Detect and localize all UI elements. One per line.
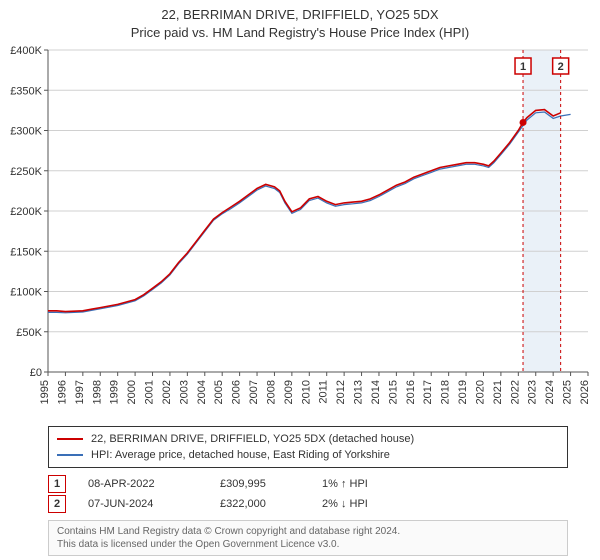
marker-row-delta: 2% ↓ HPI <box>322 498 402 510</box>
x-tick-label: 2025 <box>562 380 574 404</box>
footer-line-2: This data is licensed under the Open Gov… <box>57 538 559 551</box>
marker-row: 2 07-JUN-2024 £322,000 2% ↓ HPI <box>48 494 568 514</box>
marker-row-date: 08-APR-2022 <box>88 478 198 490</box>
legend-row: 22, BERRIMAN DRIVE, DRIFFIELD, YO25 5DX … <box>57 431 559 447</box>
x-tick-label: 1995 <box>39 380 51 404</box>
marker-row-price: £322,000 <box>220 498 300 510</box>
x-tick-label: 2012 <box>335 380 347 404</box>
marker-row: 1 08-APR-2022 £309,995 1% ↑ HPI <box>48 474 568 494</box>
legend-swatch <box>57 454 83 456</box>
x-tick-label: 2006 <box>231 380 243 404</box>
y-tick-label: £200K <box>10 206 42 218</box>
x-tick-label: 2003 <box>178 380 190 404</box>
marker-row-badge: 2 <box>48 495 66 513</box>
y-tick-label: £250K <box>10 166 42 178</box>
svg-text:1: 1 <box>520 61 526 73</box>
title-line-2: Price paid vs. HM Land Registry's House … <box>0 24 600 42</box>
x-tick-label: 2009 <box>283 380 295 404</box>
footer-line-1: Contains HM Land Registry data © Crown c… <box>57 525 559 538</box>
legend-swatch <box>57 438 83 440</box>
x-tick-label: 1999 <box>109 380 121 404</box>
x-tick-label: 2019 <box>457 380 469 404</box>
x-tick-label: 2023 <box>527 380 539 404</box>
x-tick-label: 2021 <box>492 380 504 404</box>
chart-svg: £0 £50K £100K £150K £200K £250K £300K £350K £400… <box>0 42 600 422</box>
x-tick-label: 2016 <box>405 380 417 404</box>
legend-box: 22, BERRIMAN DRIVE, DRIFFIELD, YO25 5DX … <box>48 426 568 468</box>
legend-label: 22, BERRIMAN DRIVE, DRIFFIELD, YO25 5DX … <box>91 433 414 445</box>
x-tick-label: 2004 <box>196 380 208 404</box>
chart-container: 22, BERRIMAN DRIVE, DRIFFIELD, YO25 5DX … <box>0 0 600 560</box>
x-tick-label: 2024 <box>544 380 556 404</box>
y-tick-label: £100K <box>10 287 42 299</box>
x-tick-label: 2002 <box>161 380 173 404</box>
chart-area: £0 £50K £100K £150K £200K £250K £300K £350K £400… <box>0 42 600 422</box>
titles: 22, BERRIMAN DRIVE, DRIFFIELD, YO25 5DX … <box>0 0 600 42</box>
y-tick-label: £0 <box>30 367 42 379</box>
x-tick-label: 1998 <box>91 380 103 404</box>
x-tick-label: 2011 <box>318 380 330 404</box>
svg-text:2: 2 <box>558 61 564 73</box>
marker-badge-1: 1 <box>515 58 531 74</box>
x-tick-label: 2014 <box>370 380 382 404</box>
markers-block: 1 08-APR-2022 £309,995 1% ↑ HPI 2 07-JUN-2024… <box>48 474 568 514</box>
x-tick-label: 2013 <box>353 380 365 404</box>
marker-badge-2: 2 <box>553 58 569 74</box>
marker-row-badge: 1 <box>48 475 66 493</box>
x-tick-label: 2007 <box>248 380 260 404</box>
x-tick-label: 2008 <box>265 380 277 404</box>
x-tick-label: 1997 <box>74 380 86 404</box>
y-tick-label: £400K <box>10 45 42 57</box>
y-tick-label: £350K <box>10 85 42 97</box>
y-tick-label: £150K <box>10 246 42 258</box>
x-tick-label: 2000 <box>126 380 138 404</box>
y-tick-label: £300K <box>10 126 42 138</box>
legend-row: HPI: Average price, detached house, East… <box>57 447 559 463</box>
x-tick-label: 2018 <box>440 380 452 404</box>
marker-row-date: 07-JUN-2024 <box>88 498 198 510</box>
x-tick-label: 2026 <box>579 380 591 404</box>
marker-row-delta: 1% ↑ HPI <box>322 478 402 490</box>
title-line-1: 22, BERRIMAN DRIVE, DRIFFIELD, YO25 5DX <box>0 6 600 24</box>
x-tick-label: 2017 <box>422 380 434 404</box>
x-tick-label: 1996 <box>56 380 68 404</box>
x-tick-label: 2005 <box>213 380 225 404</box>
x-tick-label: 2010 <box>300 380 312 404</box>
marker-row-price: £309,995 <box>220 478 300 490</box>
footer-box: Contains HM Land Registry data © Crown c… <box>48 520 568 556</box>
x-tick-label: 2015 <box>387 380 399 404</box>
x-tick-label: 2020 <box>474 380 486 404</box>
y-tick-label: £50K <box>16 327 42 339</box>
x-tick-label: 2001 <box>144 380 156 404</box>
x-tick-label: 2022 <box>509 380 521 404</box>
legend-label: HPI: Average price, detached house, East… <box>91 449 390 461</box>
